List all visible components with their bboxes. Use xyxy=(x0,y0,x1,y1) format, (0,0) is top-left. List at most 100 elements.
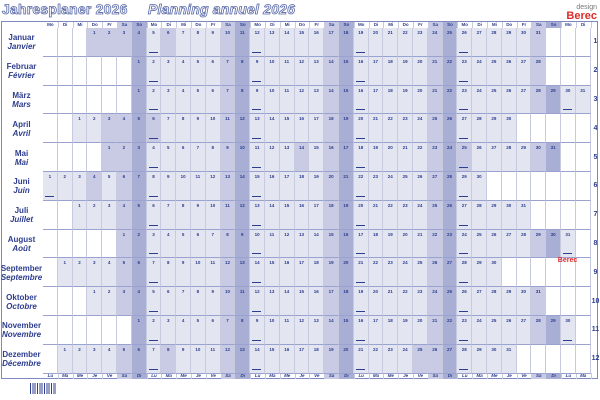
day-cell[interactable]: 5 xyxy=(131,114,147,144)
day-cell[interactable]: 28 xyxy=(442,172,458,201)
day-cell[interactable]: 26 xyxy=(427,258,443,288)
day-cell[interactable]: 23 xyxy=(398,114,413,144)
day-cell[interactable]: 25 xyxy=(442,287,458,316)
day-cell[interactable]: 25 xyxy=(457,143,473,172)
day-cell[interactable]: 9 xyxy=(176,258,191,288)
day-cell[interactable]: 10 xyxy=(265,85,280,115)
day-cell[interactable]: 21 xyxy=(339,172,354,201)
day-cell[interactable]: 13 xyxy=(265,28,280,57)
day-cell[interactable]: 7 xyxy=(220,316,236,345)
day-cell[interactable]: 13 xyxy=(235,258,251,288)
day-cell[interactable]: 16 xyxy=(294,114,310,144)
day-cell[interactable]: 20 xyxy=(398,229,413,259)
day-cell[interactable]: 24 xyxy=(427,287,443,316)
day-cell[interactable]: 31 xyxy=(516,200,532,230)
day-cell[interactable]: 9 xyxy=(250,56,265,86)
day-cell[interactable]: 16 xyxy=(309,287,325,316)
day-cell[interactable]: 16 xyxy=(279,344,295,374)
day-cell[interactable]: 5 xyxy=(176,229,191,259)
day-cell[interactable]: 14 xyxy=(265,114,280,144)
day-cell[interactable]: 19 xyxy=(368,143,384,172)
day-cell[interactable]: 18 xyxy=(383,85,399,115)
day-cell[interactable]: 1 xyxy=(117,229,132,259)
day-cell[interactable]: 1 xyxy=(57,258,73,288)
day-cell[interactable]: 18 xyxy=(383,316,399,345)
day-cell[interactable]: 30 xyxy=(501,114,517,144)
day-cell[interactable]: 22 xyxy=(398,28,413,57)
day-cell[interactable]: 13 xyxy=(309,316,325,345)
day-cell[interactable]: 23 xyxy=(442,229,458,259)
day-cell[interactable]: 14 xyxy=(294,143,310,172)
day-cell[interactable]: 13 xyxy=(309,85,325,115)
day-cell[interactable]: 1 xyxy=(87,287,103,316)
day-cell[interactable]: 31 xyxy=(501,344,517,374)
day-cell[interactable]: 2 xyxy=(146,316,162,345)
day-cell[interactable]: 29 xyxy=(487,114,502,144)
day-cell[interactable]: 17 xyxy=(294,344,310,374)
day-cell[interactable]: 24 xyxy=(442,143,458,172)
day-cell[interactable]: 23 xyxy=(457,85,473,115)
day-cell[interactable]: 7 xyxy=(161,114,177,144)
day-cell[interactable]: 5 xyxy=(146,28,162,57)
day-cell[interactable]: 4 xyxy=(161,229,177,259)
day-cell[interactable]: 22 xyxy=(427,229,443,259)
day-cell[interactable]: 19 xyxy=(398,85,413,115)
day-cell[interactable]: 25 xyxy=(442,28,458,57)
day-cell[interactable]: 8 xyxy=(205,143,221,172)
day-cell[interactable]: 27 xyxy=(457,114,473,144)
day-cell[interactable]: 19 xyxy=(309,172,325,201)
day-cell[interactable]: 12 xyxy=(220,344,236,374)
day-cell[interactable]: 29 xyxy=(501,287,517,316)
day-cell[interactable]: 28 xyxy=(472,114,487,144)
day-cell[interactable]: 27 xyxy=(516,56,532,86)
day-cell[interactable]: 31 xyxy=(575,85,591,115)
day-cell[interactable]: 3 xyxy=(161,316,177,345)
day-cell[interactable]: 30 xyxy=(487,258,502,288)
day-cell[interactable]: 28 xyxy=(531,85,547,115)
day-cell[interactable]: 20 xyxy=(368,287,384,316)
day-cell[interactable]: 5 xyxy=(117,258,132,288)
day-cell[interactable]: 1 xyxy=(57,344,73,374)
day-cell[interactable]: 20 xyxy=(339,258,354,288)
day-cell[interactable]: 5 xyxy=(191,56,206,86)
day-cell[interactable]: 25 xyxy=(413,258,428,288)
day-cell[interactable]: 12 xyxy=(294,56,310,86)
day-cell[interactable]: 30 xyxy=(531,143,547,172)
day-cell[interactable]: 28 xyxy=(531,316,547,345)
day-cell[interactable]: 11 xyxy=(220,200,236,230)
day-cell[interactable]: 2 xyxy=(57,172,73,201)
day-cell[interactable]: 21 xyxy=(368,200,384,230)
day-cell[interactable]: 17 xyxy=(368,316,384,345)
day-cell[interactable]: 25 xyxy=(487,56,502,86)
day-cell[interactable]: 2 xyxy=(72,258,88,288)
day-cell[interactable]: 15 xyxy=(265,344,280,374)
day-cell[interactable]: 4 xyxy=(176,85,191,115)
day-cell[interactable]: 13 xyxy=(279,143,295,172)
day-cell[interactable]: 3 xyxy=(161,56,177,86)
day-cell[interactable]: 10 xyxy=(220,28,236,57)
day-cell[interactable]: 3 xyxy=(131,143,147,172)
day-cell[interactable]: 30 xyxy=(561,85,576,115)
day-cell[interactable]: 7 xyxy=(220,85,236,115)
day-cell[interactable]: 3 xyxy=(117,287,132,316)
day-cell[interactable]: 10 xyxy=(191,258,206,288)
day-cell[interactable]: 2 xyxy=(102,28,117,57)
day-cell[interactable]: 13 xyxy=(265,287,280,316)
day-cell[interactable]: 19 xyxy=(353,287,369,316)
day-cell[interactable]: 6 xyxy=(205,85,221,115)
day-cell[interactable]: 3 xyxy=(72,172,88,201)
day-cell[interactable]: 3 xyxy=(87,258,103,288)
day-cell[interactable]: 22 xyxy=(383,200,399,230)
day-cell[interactable]: 5 xyxy=(191,85,206,115)
day-cell[interactable]: 18 xyxy=(309,258,325,288)
day-cell[interactable]: 29 xyxy=(516,143,532,172)
day-cell[interactable]: 14 xyxy=(324,85,339,115)
day-cell[interactable]: 11 xyxy=(279,56,295,86)
day-cell[interactable]: 13 xyxy=(294,229,310,259)
day-cell[interactable]: 16 xyxy=(324,143,339,172)
day-cell[interactable]: 26 xyxy=(501,316,517,345)
day-cell[interactable]: 25 xyxy=(487,85,502,115)
day-cell[interactable]: 13 xyxy=(235,344,251,374)
day-cell[interactable]: 17 xyxy=(309,200,325,230)
day-cell[interactable]: 4 xyxy=(117,114,132,144)
